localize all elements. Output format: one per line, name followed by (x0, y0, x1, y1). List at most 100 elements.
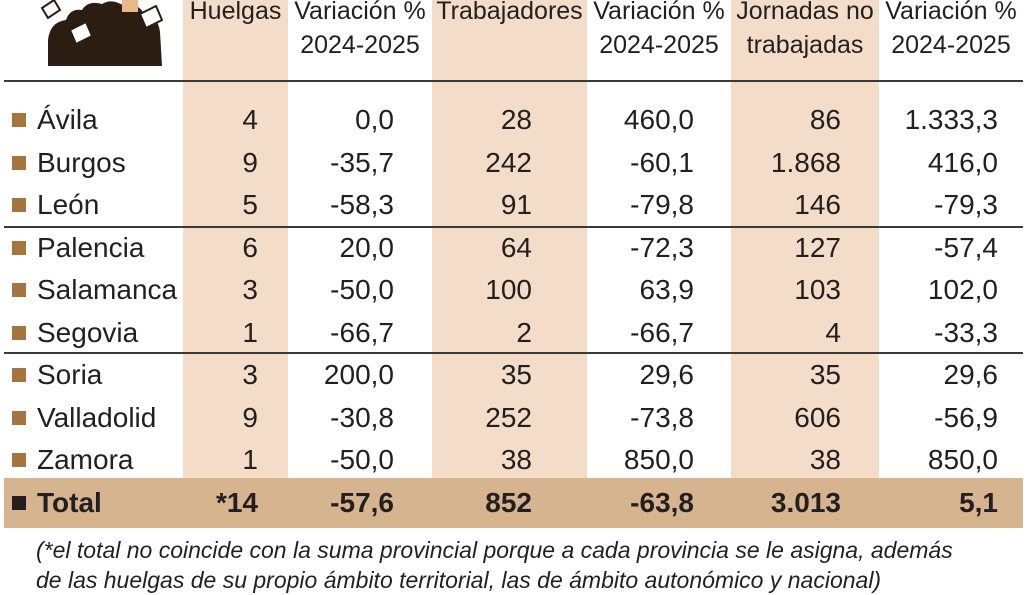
table-row: Ávila 4 0,0 28 460,0 86 1.333,3 (0, 99, 1028, 141)
row-var-huelgas: 200,0 (323, 359, 394, 390)
table-row: Burgos 9 -35,7 242 -60,1 1.868 416,0 (0, 142, 1028, 184)
province-name: León (37, 189, 100, 220)
table-row: Segovia 1 -66,7 2 -66,7 4 -33,3 (0, 312, 1028, 354)
row-trabajadores: 28 (500, 104, 532, 135)
row-jornadas: 86 (809, 104, 841, 135)
province-name: Soria (37, 359, 103, 390)
row-huelgas: 4 (242, 104, 258, 135)
province-name: Salamanca (37, 274, 178, 305)
table-row: Soria 3 200,0 35 29,6 35 29,6 (0, 354, 1028, 396)
province-name: Zamora (37, 444, 134, 475)
footnote-line: (*el total no coincide con la suma provi… (36, 537, 953, 563)
row-var-trabajadores: 850,0 (623, 444, 694, 475)
header-trabajadores: Trabajadores (436, 0, 583, 25)
row-jornadas: 103 (794, 274, 841, 305)
row-bullet (12, 113, 26, 127)
total-var-trabajadores: -63,8 (630, 487, 694, 518)
row-var-trabajadores: 460,0 (623, 104, 694, 135)
total-jornadas: 3.013 (770, 487, 841, 518)
row-var-jornadas: 416,0 (927, 146, 998, 178)
row-var-trabajadores: 63,9 (639, 274, 695, 305)
row-trabajadores: 38 (500, 444, 532, 475)
province-name: Valladolid (37, 401, 157, 433)
table-row: León 5 -58,3 91 -79,8 146 -79,3 (0, 184, 1028, 226)
row-jornadas: 146 (794, 189, 841, 220)
row-bullet (12, 283, 26, 297)
row-huelgas: 1 (242, 444, 258, 475)
row-jornadas: 4 (825, 316, 841, 348)
province-name: Segovia (37, 316, 139, 348)
row-bullet (12, 496, 26, 510)
row-jornadas: 35 (809, 359, 841, 390)
row-jornadas: 1.868 (770, 146, 841, 178)
row-trabajadores: 64 (500, 231, 532, 263)
row-var-huelgas: -35,7 (330, 146, 394, 178)
row-var-huelgas: 0,0 (355, 104, 394, 135)
row-huelgas: 9 (242, 146, 258, 178)
row-bullet (12, 453, 26, 467)
row-var-huelgas: 20,0 (339, 231, 395, 263)
total-label: Total (37, 487, 102, 518)
total-trabajadores: 852 (485, 487, 532, 518)
row-var-jornadas: 1.333,3 (904, 104, 998, 135)
header-variacion-huelgas: Variación % 2024-2025 (294, 0, 426, 59)
row-var-jornadas: 29,6 (943, 359, 999, 390)
footnote: (*el total no coincide con la suma provi… (36, 535, 953, 595)
row-jornadas: 606 (794, 401, 841, 433)
row-trabajadores: 2 (516, 316, 532, 348)
row-huelgas: 9 (242, 401, 258, 433)
header-divider (4, 80, 1023, 82)
total-var-jornadas: 5,1 (959, 487, 998, 518)
row-trabajadores: 100 (485, 274, 532, 305)
table-row: Salamanca 3 -50,0 100 63,9 103 102,0 (0, 269, 1028, 311)
header-jornadas: Jornadas no trabajadas (736, 0, 874, 59)
table-row: Zamora 1 -50,0 38 850,0 38 850,0 (0, 439, 1028, 481)
row-huelgas: 3 (242, 359, 258, 390)
total-row: Total *14 -57,6 852 -63,8 3.013 5,1 (0, 478, 1028, 528)
row-bullet (12, 198, 26, 212)
row-jornadas: 127 (794, 231, 841, 263)
row-jornadas: 38 (809, 444, 841, 475)
row-var-trabajadores: -72,3 (630, 231, 694, 263)
row-var-trabajadores: -73,8 (630, 401, 694, 433)
total-huelgas: *14 (215, 487, 258, 518)
province-name: Burgos (37, 146, 126, 178)
row-var-trabajadores: -79,8 (630, 189, 694, 220)
row-trabajadores: 252 (485, 401, 532, 433)
header-variacion-jornadas: Variación % 2024-2025 (885, 0, 1017, 59)
row-var-jornadas: -79,3 (934, 189, 998, 220)
row-var-huelgas: -50,0 (330, 274, 394, 305)
table-row: Valladolid 9 -30,8 252 -73,8 606 -56,9 (0, 397, 1028, 439)
row-bullet (12, 240, 26, 255)
row-trabajadores: 35 (500, 359, 532, 390)
group-divider (4, 226, 1023, 228)
protest-crowd-icon (40, 0, 164, 66)
row-huelgas: 1 (242, 316, 258, 348)
row-var-huelgas: -58,3 (330, 189, 394, 220)
row-var-huelgas: -50,0 (330, 444, 394, 475)
row-bullet (12, 368, 26, 382)
row-huelgas: 3 (242, 274, 258, 305)
row-huelgas: 5 (242, 189, 258, 220)
total-var-huelgas: -57,6 (330, 487, 394, 518)
province-name: Ávila (37, 104, 98, 135)
row-var-jornadas: 850,0 (927, 444, 998, 475)
table-row: Palencia 6 20,0 64 -72,3 127 -57,4 (0, 227, 1028, 269)
header-huelgas: Huelgas (189, 0, 282, 25)
row-bullet (12, 155, 26, 170)
row-var-jornadas: -33,3 (934, 316, 998, 348)
group-divider (4, 352, 1023, 354)
row-huelgas: 6 (242, 231, 258, 263)
province-name: Palencia (37, 231, 145, 263)
row-var-trabajadores: -60,1 (630, 146, 694, 178)
row-trabajadores: 91 (500, 189, 532, 220)
row-var-huelgas: -66,7 (330, 316, 394, 348)
row-var-jornadas: -56,9 (934, 401, 998, 433)
row-bullet (12, 325, 26, 340)
row-var-jornadas: 102,0 (927, 274, 998, 305)
footnote-line: de las huelgas de su propio ámbito terri… (36, 567, 882, 593)
row-bullet (12, 410, 26, 425)
header-variacion-trabajadores: Variación % 2024-2025 (593, 0, 725, 59)
row-trabajadores: 242 (485, 146, 532, 178)
row-var-jornadas: -57,4 (934, 231, 998, 263)
